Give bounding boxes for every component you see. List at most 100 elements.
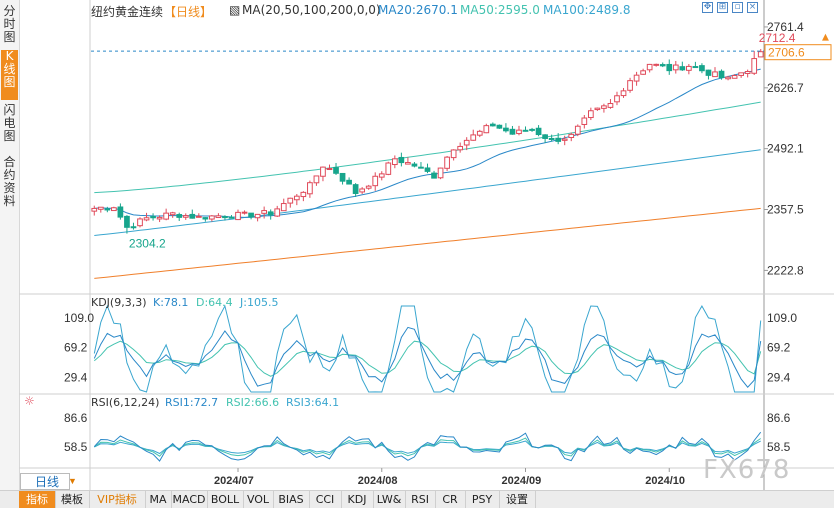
kdj-tick-label-left: 109.0 — [64, 311, 94, 325]
ma100-value: MA100:2489.8 — [543, 3, 631, 17]
candle-body — [124, 215, 130, 228]
toolbar-button-7[interactable]: BIAS — [273, 491, 310, 508]
candle-body — [137, 218, 143, 227]
candle-body — [542, 134, 548, 139]
candle-body — [293, 195, 300, 201]
toolbar-button-13[interactable]: PSY — [465, 491, 500, 508]
fit-icon[interactable]: ⊞ — [717, 2, 728, 13]
candle-body — [666, 63, 673, 72]
candle-body — [313, 175, 320, 184]
candle-body — [182, 215, 189, 218]
tab-timeshare[interactable]: 分时图 — [3, 4, 16, 44]
candle-body — [614, 95, 620, 103]
kdj-j-line — [93, 304, 762, 393]
low-label: 2304.2 — [129, 237, 166, 251]
toolbar-button-2[interactable]: VIP指标 — [89, 491, 146, 508]
current-price-label: 2706.6 — [768, 46, 805, 60]
period-label: 【日线】 — [164, 5, 213, 19]
kdj-tick-label-left: 69.2 — [64, 341, 88, 355]
rsi-tick-label: 86.6 — [767, 411, 791, 425]
price-tick-label: 2626.7 — [767, 81, 804, 95]
candle-body — [529, 128, 535, 131]
candle-body — [248, 212, 254, 218]
candle-body — [254, 213, 261, 219]
rsi2-line — [94, 437, 761, 457]
watermark-logo: FX678 — [703, 455, 791, 485]
restore-icon[interactable]: ▫ — [732, 2, 743, 13]
candle-body — [209, 215, 215, 220]
rsi3-value: RSI3:64.1 — [286, 396, 340, 409]
rsi1-value: RSI1:72.7 — [165, 396, 219, 409]
chevron-up-icon: ▲ — [822, 33, 829, 43]
candle-body — [104, 208, 111, 211]
candle-body — [267, 211, 274, 216]
rsi-tick-label-left: 86.6 — [64, 411, 88, 425]
candle-body — [241, 211, 248, 214]
period-select[interactable]: 日线 — [20, 473, 70, 490]
toolbar-button-5[interactable]: BOLL — [207, 491, 244, 508]
toolbar-button-6[interactable]: VOL — [243, 491, 274, 508]
candle-body — [503, 127, 509, 132]
toolbar-button-8[interactable]: CCI — [309, 491, 342, 508]
x-tick-label: 2024/08 — [358, 475, 398, 487]
candle-body — [509, 128, 516, 135]
toolbar-button-12[interactable]: CR — [435, 491, 466, 508]
move-icon[interactable]: ✥ — [702, 2, 713, 13]
close-icon[interactable]: × — [747, 2, 758, 13]
candle-body — [398, 156, 405, 164]
kdj-k-line — [93, 326, 762, 388]
toolbar-button-9[interactable]: KDJ — [341, 491, 374, 508]
candle-body — [346, 179, 352, 185]
sun-icon[interactable]: ☼ — [24, 394, 35, 408]
candle-body — [97, 206, 104, 210]
rsi-label: RSI(6,12,24) — [91, 396, 160, 409]
candle-body — [339, 172, 346, 182]
current-price-box — [764, 44, 832, 61]
candle-body — [143, 217, 150, 221]
kdj-tick-label: 109.0 — [767, 311, 797, 325]
candle-body — [300, 191, 307, 198]
rsi1-line — [93, 431, 762, 462]
toolbar-button-4[interactable]: MACD — [171, 491, 208, 508]
toolbar-button-10[interactable]: LW& — [373, 491, 406, 508]
candle-body — [581, 117, 588, 125]
chevron-down-icon[interactable]: ▼ — [68, 476, 77, 486]
toolbar-button-0[interactable]: 指标 — [19, 491, 56, 508]
candle-body — [522, 129, 529, 132]
ma-label: MA(20,50,100,200,0,0) — [242, 3, 381, 17]
candle-body — [195, 215, 202, 218]
toolbar-button-11[interactable]: RSI — [405, 491, 436, 508]
candle-body — [470, 134, 477, 141]
toolbar-button-1[interactable]: 模板 — [55, 491, 90, 508]
candle-body — [431, 172, 437, 179]
toolbar-button-14[interactable]: 设置 — [499, 491, 536, 508]
tab-contract-info[interactable]: 合约资料 — [3, 155, 16, 208]
candle-body — [228, 216, 235, 219]
ma-settings-icon[interactable]: ▧ — [229, 3, 241, 17]
tab-kline[interactable]: K线图 — [1, 50, 18, 100]
candle-body — [405, 162, 411, 165]
candle-body — [587, 110, 594, 119]
candle-body — [287, 197, 294, 204]
candle-body — [699, 65, 705, 72]
candle-body — [457, 145, 464, 151]
candle-body — [352, 184, 359, 194]
chart-title: 纽约黄金连续 — [91, 5, 164, 19]
candle-body — [744, 71, 751, 74]
ma50-line — [94, 101, 761, 194]
candle-body — [372, 175, 379, 187]
kdj-k-value: K:78.1 — [153, 296, 189, 309]
candle-body — [476, 130, 483, 136]
kdj-d-line — [93, 340, 762, 377]
kline-chart[interactable]: 109.0 109.0 69.2 69.2 29.4 29.4 86.6 86.6 58.5 5… — [0, 0, 834, 490]
candle-body — [307, 182, 313, 195]
candle-body — [574, 125, 581, 135]
candle-body — [163, 212, 169, 220]
tab-flash-chart[interactable]: 闪电图 — [3, 103, 16, 143]
candle-body — [117, 206, 124, 218]
toolbar-button-3[interactable]: MA — [145, 491, 172, 508]
candle-body — [150, 216, 156, 219]
candle-body — [189, 213, 196, 219]
candle-body — [686, 65, 692, 71]
candle-body — [620, 90, 627, 97]
